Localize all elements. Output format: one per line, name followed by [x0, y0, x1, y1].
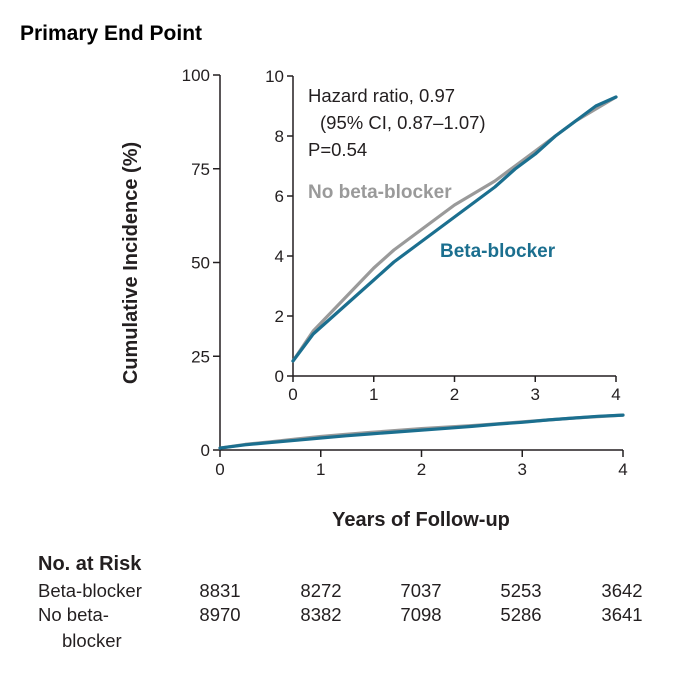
- main-series: [218, 413, 625, 450]
- y-axis-label: Cumulative Incidence (%): [120, 142, 142, 384]
- inset-x-tick-label: 2: [450, 385, 459, 404]
- risk-count: 8272: [300, 580, 341, 601]
- risk-count: 8831: [199, 580, 240, 601]
- inset-y-tick-label: 6: [275, 187, 284, 206]
- inset-series-line-beta-blocker: [291, 95, 618, 363]
- risk-row-label: Beta-blocker: [38, 580, 142, 601]
- inset-y-tick-label: 2: [275, 307, 284, 326]
- risk-count: 7098: [400, 604, 441, 625]
- main-y-tick-label: 100: [182, 66, 210, 85]
- risk-count: 3641: [601, 604, 642, 625]
- inset-y-tick-label: 0: [275, 367, 284, 386]
- inset-y-tick-label: 8: [275, 127, 284, 146]
- main-x-tick-label: 4: [618, 460, 627, 479]
- inset-y-ticks: 0 2 4 6 8 10: [265, 67, 293, 386]
- risk-row-label: blocker: [62, 630, 122, 651]
- inset-x-tick-label: 4: [611, 385, 620, 404]
- risk-count: 8382: [300, 604, 341, 625]
- inset-y-tick-label: 4: [275, 247, 284, 266]
- risk-table: No. at Risk Beta-blocker 8831 8272 7037 5253…: [38, 553, 643, 651]
- main-x-tick-label: 3: [518, 460, 527, 479]
- risk-count: 3642: [601, 580, 642, 601]
- inset-x-tick-label: 3: [531, 385, 540, 404]
- risk-row-label: No beta-: [38, 604, 109, 625]
- inset-plot: 0 2 4 6 8 10 0 1 2 3 4 Hazard ratio, 0.97 (95% CI…: [265, 67, 622, 404]
- main-x-tick-label: 1: [316, 460, 325, 479]
- legend-label-no-beta-blocker: No beta-blocker: [308, 182, 452, 203]
- inset-background: [292, 72, 622, 382]
- main-y-tick-label: 50: [191, 254, 210, 273]
- main-series-line-beta-blocker: [218, 413, 625, 450]
- main-y-tick-label: 75: [191, 160, 210, 179]
- confidence-interval-annotation: (95% CI, 0.87–1.07): [320, 112, 486, 133]
- main-x-tick-label: 0: [215, 460, 224, 479]
- main-y-tick-label: 25: [191, 347, 210, 366]
- hazard-ratio-annotation: Hazard ratio, 0.97: [308, 85, 455, 106]
- legend-label-beta-blocker: Beta-blocker: [440, 241, 556, 262]
- inset-series: [291, 95, 618, 363]
- x-axis-label: Years of Follow-up: [332, 509, 510, 531]
- risk-count: 5253: [500, 580, 541, 601]
- main-x-ticks: 0 1 2 3 4: [215, 450, 628, 479]
- inset-x-tick-label: 0: [288, 385, 297, 404]
- risk-count: 7037: [400, 580, 441, 601]
- risk-count: 5286: [500, 604, 541, 625]
- p-value-annotation: P=0.54: [308, 139, 367, 160]
- main-y-tick-label: 0: [201, 441, 210, 460]
- main-x-tick-label: 2: [417, 460, 426, 479]
- inset-x-tick-label: 1: [369, 385, 378, 404]
- inset-y-tick-label: 10: [265, 67, 284, 86]
- main-y-ticks: 0 25 50 75 100: [182, 66, 220, 460]
- figure-title: Primary End Point: [20, 22, 202, 45]
- inset-x-ticks: 0 1 2 3 4: [288, 376, 621, 404]
- risk-count: 8970: [199, 604, 240, 625]
- risk-table-title: No. at Risk: [38, 553, 142, 575]
- risk-rows: Beta-blocker 8831 8272 7037 5253 3642 No beta-…: [38, 580, 643, 651]
